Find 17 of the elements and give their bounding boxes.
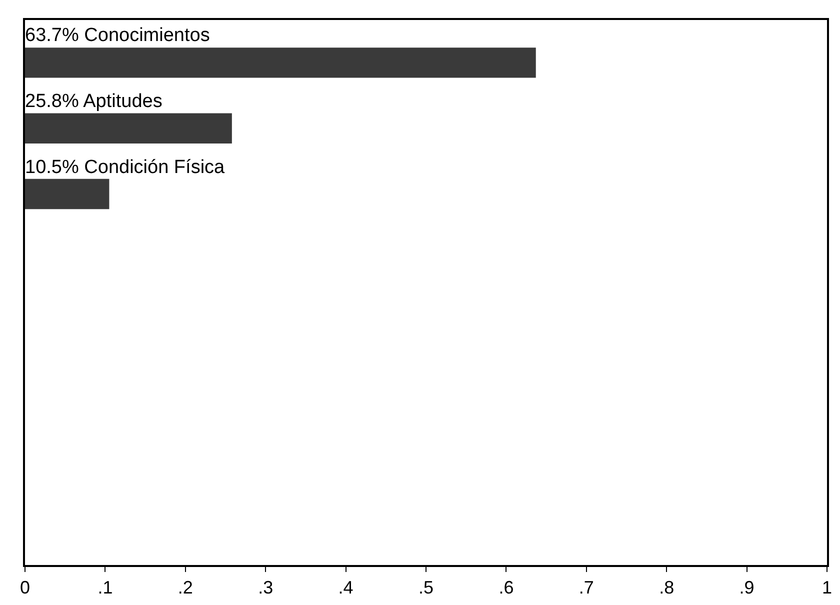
- x-tick-label: .5: [418, 577, 434, 598]
- bar: [25, 48, 536, 78]
- x-tick-label: .3: [258, 577, 274, 598]
- x-tick-label: .6: [498, 577, 514, 598]
- x-tick-label: .9: [739, 577, 754, 598]
- y-tick-label: 10.5% Condición Física: [25, 157, 226, 178]
- bar: [25, 178, 110, 210]
- x-tick-label: .4: [338, 577, 354, 598]
- x-tick-label: 0: [20, 577, 30, 598]
- x-tick-label: .7: [578, 577, 594, 598]
- x-tick-label: .1: [98, 577, 113, 598]
- bar: [25, 113, 232, 144]
- x-tick-label: .8: [659, 577, 674, 598]
- x-tick-label: 1: [822, 577, 832, 598]
- y-tick-label: 25.8% Aptitudes: [25, 91, 162, 112]
- y-tick-label: 63.7% Conocimientos: [25, 25, 210, 46]
- x-tick-label: .2: [178, 577, 193, 598]
